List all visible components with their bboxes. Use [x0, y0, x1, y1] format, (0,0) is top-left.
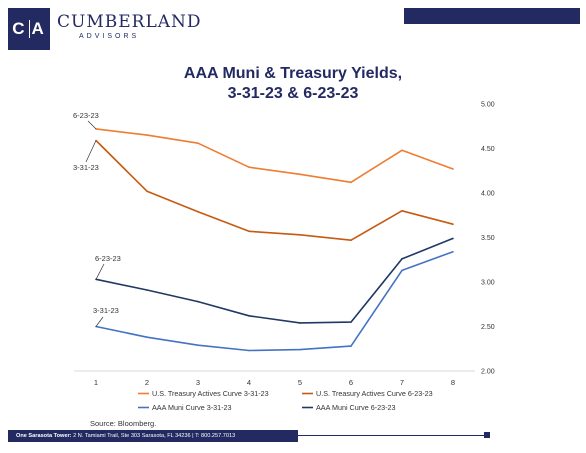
footer-address: 2 N. Tamiami Trail, Ste 303 Sarasota, FL…: [71, 433, 236, 439]
legend-label: AAA Muni Curve 6-23-23: [316, 403, 396, 412]
data-point: [401, 269, 403, 272]
data-point: [452, 168, 454, 170]
data-point: [146, 336, 148, 338]
data-point: [299, 348, 301, 351]
chart-title-block: AAA Muni & Treasury Yields, 3-31-23 & 6-…: [0, 64, 586, 104]
legend-label: AAA Muni Curve 3-31-23: [152, 403, 232, 412]
data-point: [350, 321, 352, 323]
x-tick-label: 2: [145, 378, 149, 387]
data-point: [146, 190, 148, 193]
series-line: [95, 128, 454, 184]
data-point: [452, 237, 454, 240]
data-point: [248, 349, 250, 352]
y-tick-label: 4.00: [481, 191, 495, 198]
annotation-leader: [95, 316, 104, 327]
data-point: [197, 300, 199, 303]
x-tick-label: 5: [298, 378, 302, 387]
data-point: [299, 234, 301, 236]
data-point: [452, 223, 454, 225]
data-point: [197, 142, 199, 144]
footer-address-label: One Sarasota Tower:: [16, 433, 72, 439]
data-point: [401, 210, 403, 212]
data-point: [401, 149, 403, 152]
brand-logo-mark: C A: [8, 8, 50, 50]
brand-sub: ADVISORS: [79, 33, 140, 40]
y-tick-label: 2.00: [481, 369, 495, 376]
data-point: [248, 166, 250, 168]
data-point: [299, 173, 301, 176]
x-tick-label: 7: [400, 378, 404, 387]
y-tick-label: 3.00: [481, 280, 495, 287]
annotation-label: 6-23-23: [95, 254, 121, 263]
header-bar: [404, 8, 580, 24]
footer-square: [484, 432, 490, 438]
data-point: [248, 315, 250, 317]
data-point: [197, 344, 199, 346]
annotation-leader: [95, 263, 105, 280]
legend-label: U.S. Treasury Actives Curve 6-23-23: [316, 389, 433, 398]
data-point: [146, 289, 148, 291]
annotation-leader: [85, 140, 97, 163]
data-point: [350, 181, 352, 184]
source-note: Source: Bloomberg.: [90, 419, 157, 428]
footer-rule: [290, 435, 486, 436]
series-line: [95, 250, 454, 352]
chart-subtitle: 3-31-23 & 6-23-23: [227, 85, 359, 102]
y-tick-label: 4.50: [481, 146, 495, 153]
y-tick-label: 3.50: [481, 235, 495, 242]
x-tick-label: 6: [349, 378, 353, 387]
brand-mark-right: A: [31, 19, 46, 38]
data-point: [401, 258, 403, 260]
data-point: [146, 134, 148, 136]
data-point: [350, 239, 352, 241]
brand-mark-left: C: [12, 19, 27, 38]
x-tick-label: 4: [247, 378, 251, 387]
legend-label: U.S. Treasury Actives Curve 3-31-23: [152, 389, 269, 398]
annotation-label: 3-31-23: [73, 163, 99, 172]
chart-title: AAA Muni & Treasury Yields,: [183, 65, 403, 82]
data-point: [350, 345, 352, 347]
data-point: [248, 230, 250, 233]
data-point: [452, 250, 454, 253]
y-tick-label: 2.50: [481, 324, 495, 331]
data-point: [197, 210, 199, 213]
brand-mark-divider: [28, 20, 30, 38]
data-point: [299, 322, 301, 324]
x-tick-label: 3: [196, 378, 200, 387]
y-tick-label: 5.00: [481, 102, 495, 109]
x-tick-label: 1: [94, 378, 98, 387]
footer-bar: One Sarasota Tower: 2 N. Tamiami Trail, …: [8, 430, 298, 442]
series-line: [95, 139, 454, 241]
series-line: [95, 237, 454, 324]
brand-name: CUMBERLAND: [57, 12, 202, 32]
annotation-label: 6-23-23: [73, 111, 99, 120]
annotation-label: 3-31-23: [93, 306, 119, 315]
annotation-leader: [87, 120, 97, 130]
brand-logo-text: CUMBERLAND ADVISORS: [57, 12, 202, 40]
x-tick-label: 8: [451, 378, 455, 387]
